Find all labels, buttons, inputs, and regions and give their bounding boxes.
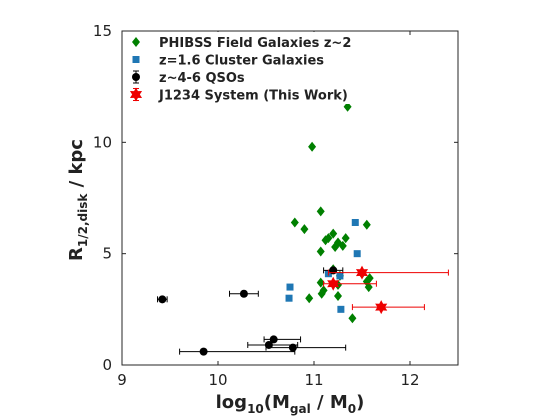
diamond-point (316, 246, 325, 257)
y-label-end: / kpc (66, 139, 87, 194)
x-axis-label: log10(Mgal / M0) (216, 392, 365, 416)
diamond-point (316, 206, 325, 217)
square-point (351, 218, 359, 226)
axis-ticks: 9 10 11 12 0 5 10 15 (93, 22, 458, 389)
diamond-point (334, 290, 342, 301)
y-tick-label: 0 (102, 356, 112, 374)
x-label-end: ) (356, 392, 364, 413)
circle-point (158, 295, 167, 304)
legend-box (125, 32, 373, 104)
diamond-point (300, 224, 309, 235)
y-label-sub: 1/2,disk (76, 193, 90, 247)
x-tick-label: 12 (400, 371, 419, 389)
circle-point (199, 347, 208, 356)
legend: PHIBSS Field Galaxies z~2 z=1.6 Cluster G… (125, 32, 373, 104)
circle-point (329, 266, 338, 275)
x-tick-label: 10 (208, 371, 227, 389)
square-point (286, 283, 294, 291)
diamond-point (329, 228, 338, 239)
square-point (353, 250, 361, 258)
y-tick-label: 5 (102, 245, 112, 263)
hexagram-point (355, 265, 369, 280)
circle-point (288, 343, 297, 352)
diamond-point (317, 288, 326, 299)
legend-label: J1234 System (This Work) (158, 89, 348, 104)
hexagram-point (375, 300, 388, 315)
y-tick-label: 10 (93, 133, 112, 151)
x-label-mid: (M (264, 392, 290, 413)
legend-marker-square (132, 56, 140, 63)
y-label-main: R (66, 247, 87, 261)
x-tick-label: 11 (304, 371, 323, 389)
diamond-point (362, 219, 371, 230)
x-tick-label: 9 (117, 371, 127, 389)
legend-label: z~4-6 QSOs (159, 71, 245, 86)
square-point (285, 294, 293, 302)
x-label-main: log (216, 392, 247, 413)
x-label-sub1: 10 (247, 402, 264, 416)
square-point (336, 272, 344, 280)
circle-point (264, 340, 273, 349)
diamond-point (348, 313, 357, 324)
diamond-point (305, 293, 314, 304)
x-label-sub2: gal (290, 402, 311, 416)
x-label-sub3: 0 (348, 402, 356, 416)
legend-marker-diamond (132, 37, 140, 47)
hexagram-point (327, 276, 340, 291)
legend-marker-hexagram (129, 87, 143, 102)
diamond-point (338, 240, 347, 251)
diamond-point (341, 233, 350, 244)
circle-point (269, 335, 278, 344)
diamond-point (324, 233, 333, 244)
y-axis-label: R1/2,disk / kpc (66, 139, 90, 261)
diamond-point (316, 277, 325, 288)
circle-point (239, 289, 248, 298)
diamond-point (308, 141, 317, 152)
x-label-mid2: / M (311, 392, 348, 413)
y-tick-label: 15 (93, 22, 112, 40)
diamond-point (331, 241, 340, 252)
diamond-point (364, 282, 373, 293)
legend-label: z=1.6 Cluster Galaxies (159, 54, 324, 69)
diamond-point (343, 101, 352, 112)
diamond-point (290, 217, 299, 228)
legend-label: PHIBSS Field Galaxies z~2 (159, 36, 351, 51)
data-marks (157, 101, 449, 356)
legend-marker-circle (132, 73, 140, 81)
square-point (337, 305, 345, 313)
